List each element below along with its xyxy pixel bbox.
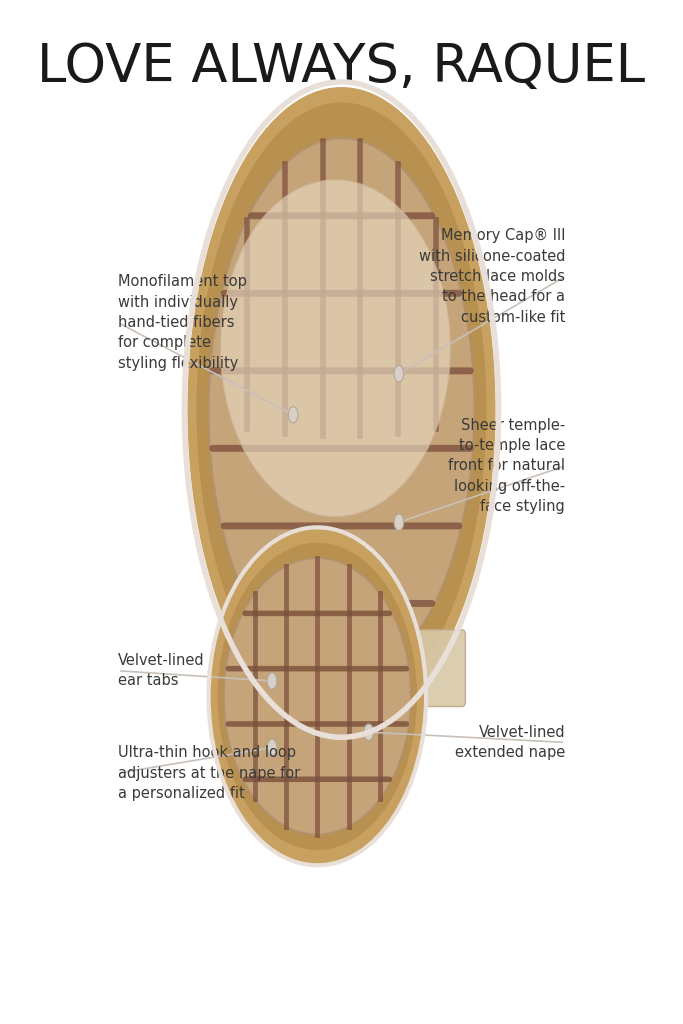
Ellipse shape [221, 180, 450, 516]
Circle shape [394, 366, 404, 382]
Text: Ultra-thin hook and loop
adjusters at the nape for
a personalized fit: Ultra-thin hook and loop adjusters at th… [118, 745, 301, 801]
Ellipse shape [223, 558, 411, 835]
Circle shape [288, 407, 298, 423]
Ellipse shape [208, 138, 475, 681]
Text: Monofilament top
with individually
hand-tied fibers
for complete
styling flexibi: Monofilament top with individually hand-… [118, 274, 247, 371]
Text: Sheer temple-
to-temple lace
front for natural
looking off-the-
face styling: Sheer temple- to-temple lace front for n… [448, 418, 565, 514]
FancyBboxPatch shape [218, 630, 465, 707]
Circle shape [364, 724, 374, 740]
Ellipse shape [187, 87, 496, 732]
Circle shape [267, 673, 277, 689]
Circle shape [394, 514, 404, 530]
Text: Memory Cap® III
with silicone-coated
stretch lace molds
to the head for a
custom: Memory Cap® III with silicone-coated str… [419, 228, 565, 325]
Circle shape [267, 739, 277, 756]
Text: LOVE ALWAYS, RAQUEL: LOVE ALWAYS, RAQUEL [38, 41, 645, 92]
Ellipse shape [218, 543, 417, 850]
Text: Velvet-lined
ear tabs: Velvet-lined ear tabs [118, 653, 205, 688]
Ellipse shape [197, 102, 486, 717]
Ellipse shape [208, 527, 426, 865]
Text: Velvet-lined
extended nape: Velvet-lined extended nape [455, 725, 565, 760]
